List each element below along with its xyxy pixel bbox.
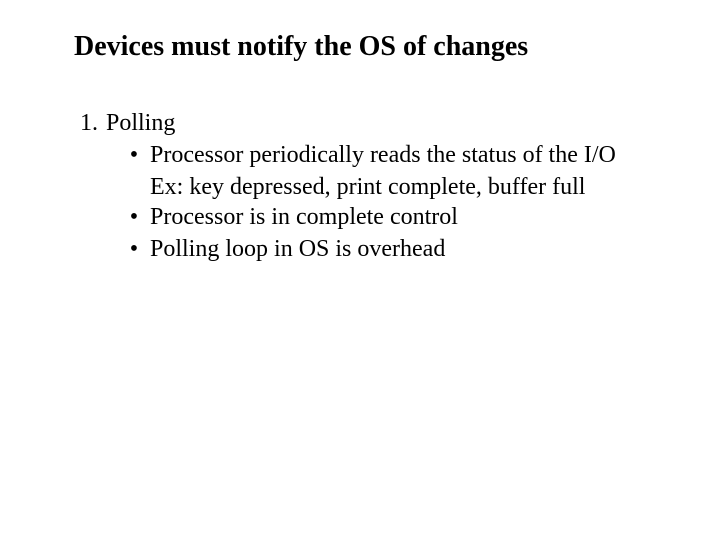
- bullet-sublist: • Processor periodically reads the statu…: [118, 140, 678, 264]
- bullet-item: • Processor periodically reads the statu…: [118, 140, 678, 170]
- bullet-marker: •: [118, 234, 150, 264]
- bullet-text: Processor is in complete control: [150, 202, 678, 232]
- bullet-marker: •: [118, 202, 150, 232]
- bullet-item: • Processor is in complete control: [118, 202, 678, 232]
- slide-title: Devices must notify the OS of changes: [74, 30, 528, 64]
- bullet-text: Polling loop in OS is overhead: [150, 234, 678, 264]
- bullet-marker: •: [118, 140, 150, 170]
- bullet-continuation: Ex: key depressed, print complete, buffe…: [150, 172, 678, 202]
- number-marker: 1.: [58, 108, 106, 138]
- slide: Devices must notify the OS of changes 1.…: [0, 0, 720, 540]
- bullet-text: Processor periodically reads the status …: [150, 140, 678, 170]
- bullet-item: • Polling loop in OS is overhead: [118, 234, 678, 264]
- numbered-item: 1. Polling: [58, 108, 678, 138]
- numbered-item-label: Polling: [106, 108, 678, 138]
- slide-body: 1. Polling • Processor periodically read…: [58, 108, 678, 266]
